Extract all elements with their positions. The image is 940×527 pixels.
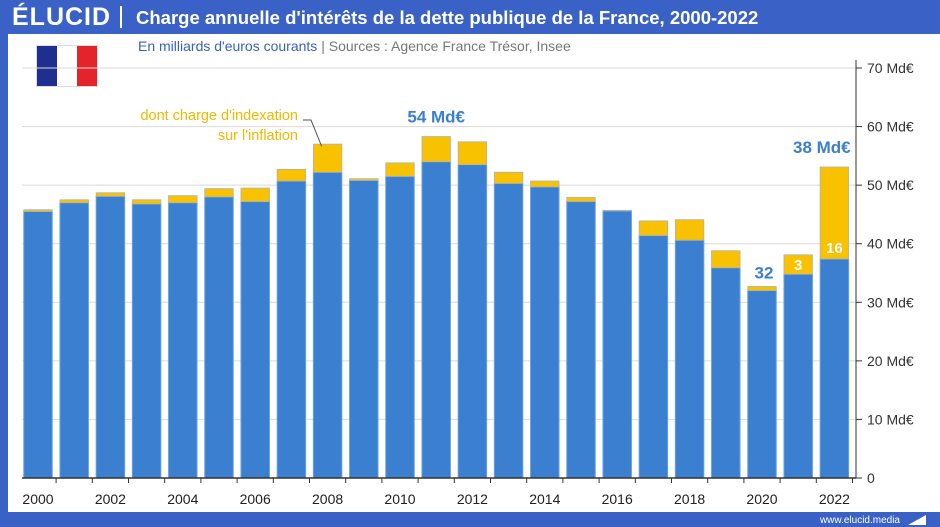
y-tick-label: 70 Md€ bbox=[867, 60, 914, 76]
bar-base bbox=[95, 195, 126, 479]
x-tick-label: 2014 bbox=[529, 491, 560, 507]
bar-inflation bbox=[457, 141, 488, 166]
total-value-label: 38 Md€ bbox=[793, 138, 851, 157]
y-tick-label: 50 Md€ bbox=[867, 177, 914, 193]
bar-inflation bbox=[385, 162, 415, 177]
bar-base bbox=[421, 161, 451, 479]
logo-separator bbox=[120, 6, 122, 28]
elucid-mark-icon bbox=[908, 515, 926, 525]
x-tick-label: 2008 bbox=[312, 491, 343, 507]
x-tick-label: 2004 bbox=[167, 491, 198, 507]
bar-inflation bbox=[747, 286, 777, 291]
y-tick-label: 60 Md€ bbox=[867, 119, 914, 135]
bar-inflation bbox=[95, 192, 126, 197]
flag-red-band bbox=[77, 46, 97, 86]
france-flag-icon bbox=[37, 46, 97, 86]
bar-inflation bbox=[819, 166, 850, 260]
bar-inflation bbox=[23, 209, 53, 212]
bar-base bbox=[349, 179, 379, 479]
bar-inflation bbox=[674, 219, 705, 241]
chart-title: Charge annuelle d'intérêts de la dette p… bbox=[136, 7, 759, 28]
subtitle-separator: | bbox=[321, 38, 325, 54]
bar-base bbox=[240, 201, 270, 479]
total-value-label: 54 Md€ bbox=[407, 108, 465, 127]
annotation-leader-line bbox=[303, 119, 323, 147]
bar-base bbox=[168, 202, 198, 479]
x-tick-label: 2018 bbox=[674, 491, 705, 507]
bar-base bbox=[783, 273, 813, 479]
x-tick-label: 2012 bbox=[457, 491, 488, 507]
bar-inflation bbox=[240, 187, 270, 202]
bar-base bbox=[385, 175, 415, 479]
y-tick-label: 10 Md€ bbox=[867, 411, 914, 427]
flag-white-band bbox=[57, 46, 77, 86]
bar-inflation bbox=[530, 180, 560, 188]
bar-inflation bbox=[602, 209, 632, 212]
bar-inflation bbox=[711, 250, 741, 269]
chart-subtitle: En milliards d'euros courants | Sources … bbox=[138, 38, 571, 54]
bar-base bbox=[204, 196, 234, 479]
bar-base bbox=[819, 258, 850, 479]
x-tick-label: 2020 bbox=[746, 491, 777, 507]
subtitle-units: En milliards d'euros courants bbox=[138, 38, 318, 54]
x-tick-label: 2022 bbox=[819, 491, 850, 507]
bar-inflation bbox=[131, 199, 162, 205]
x-tick-label: 2016 bbox=[602, 491, 633, 507]
annotation-inflation-line1: dont charge d'indexation bbox=[140, 108, 298, 124]
bar-base bbox=[566, 201, 596, 479]
bar-inflation bbox=[59, 199, 89, 204]
x-tick-label: 2006 bbox=[240, 491, 271, 507]
flag-blue-band bbox=[37, 46, 57, 86]
bar-inflation bbox=[421, 136, 451, 163]
bar-inflation bbox=[566, 197, 596, 202]
y-tick-label: 40 Md€ bbox=[867, 236, 914, 252]
bar-base bbox=[59, 202, 89, 479]
bar-base bbox=[747, 290, 777, 479]
footer-url[interactable]: www.elucid.media bbox=[819, 515, 900, 526]
y-tick-label: 30 Md€ bbox=[867, 294, 914, 310]
subtitle-sources: Sources : Agence France Trésor, Insee bbox=[328, 38, 571, 54]
inflation-value-label: 16 bbox=[826, 240, 843, 257]
elucid-logo[interactable]: ÉLUCID bbox=[12, 3, 112, 31]
bar-inflation bbox=[783, 254, 813, 275]
bar-inflation bbox=[312, 143, 343, 173]
x-tick-label: 2010 bbox=[384, 491, 415, 507]
x-tick-label: 2000 bbox=[22, 491, 53, 507]
bar-inflation bbox=[349, 178, 379, 181]
bar-base bbox=[638, 235, 669, 479]
bar-base bbox=[131, 203, 162, 479]
bar-base bbox=[602, 210, 632, 479]
y-tick-label: 0 bbox=[867, 470, 875, 486]
y-tick-label: 20 Md€ bbox=[867, 353, 914, 369]
bar-inflation bbox=[276, 168, 307, 182]
bar-inflation bbox=[168, 195, 198, 204]
bar-base bbox=[711, 267, 741, 479]
base-value-label: 32 bbox=[755, 263, 774, 282]
x-tick-label: 2002 bbox=[95, 491, 126, 507]
bar-base bbox=[530, 186, 560, 479]
bar-inflation bbox=[493, 171, 524, 184]
bar-base bbox=[493, 182, 524, 479]
bar-base bbox=[23, 211, 53, 479]
inflation-value-label: 3 bbox=[794, 257, 802, 274]
annotation-inflation-line2: sur l'inflation bbox=[218, 128, 298, 144]
bar-base bbox=[276, 180, 307, 479]
bar-inflation bbox=[204, 188, 234, 198]
bar-inflation bbox=[638, 220, 669, 236]
header-bar: ÉLUCID Charge annuelle d'intérêts de la … bbox=[0, 0, 940, 34]
bar-base bbox=[457, 164, 488, 479]
bar-base bbox=[312, 171, 343, 479]
bar-base bbox=[674, 239, 705, 479]
